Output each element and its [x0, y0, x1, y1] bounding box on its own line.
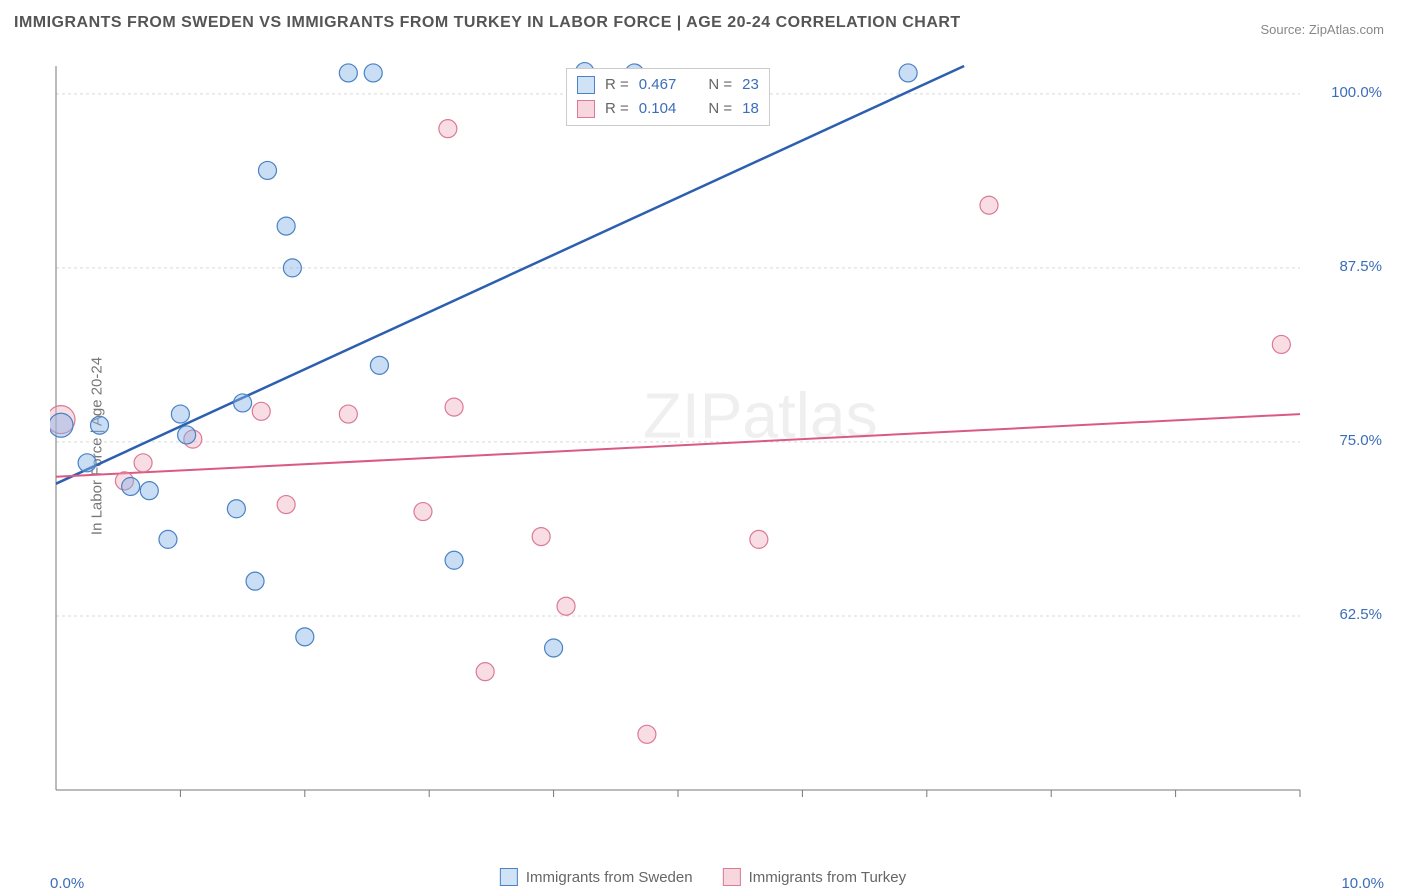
legend-label-turkey: Immigrants from Turkey	[749, 869, 907, 886]
legend-item-turkey: Immigrants from Turkey	[723, 868, 907, 886]
correlation-legend: R = 0.467 N = 23 R = 0.104 N = 18	[566, 68, 770, 126]
data-point	[50, 413, 73, 437]
data-point	[750, 530, 768, 548]
data-point	[414, 503, 432, 521]
r-label: R =	[605, 73, 629, 97]
data-point	[140, 482, 158, 500]
source-label: Source: ZipAtlas.com	[1260, 22, 1384, 37]
correlation-legend-row: R = 0.104 N = 18	[577, 97, 759, 121]
data-point	[638, 725, 656, 743]
data-point	[234, 394, 252, 412]
r-value: 0.467	[639, 73, 677, 97]
y-tick-label: 87.5%	[1339, 258, 1382, 275]
legend-swatch-turkey	[723, 868, 741, 886]
r-value: 0.104	[639, 97, 677, 121]
data-point	[296, 628, 314, 646]
data-point	[91, 416, 109, 434]
y-tick-label: 62.5%	[1339, 606, 1382, 623]
legend-label-sweden: Immigrants from Sweden	[526, 869, 693, 886]
data-point	[178, 426, 196, 444]
n-value: 18	[742, 97, 759, 121]
data-point	[134, 454, 152, 472]
y-tick-label: 100.0%	[1331, 84, 1382, 101]
data-point	[277, 496, 295, 514]
data-point	[227, 500, 245, 518]
legend-swatch-sweden	[500, 868, 518, 886]
data-point	[370, 356, 388, 374]
legend-item-sweden: Immigrants from Sweden	[500, 868, 693, 886]
data-point	[78, 454, 96, 472]
data-point	[545, 639, 563, 657]
n-value: 23	[742, 73, 759, 97]
data-point	[445, 398, 463, 416]
n-label: N =	[708, 73, 732, 97]
data-point	[122, 477, 140, 495]
data-point	[476, 663, 494, 681]
chart-title: IMMIGRANTS FROM SWEDEN VS IMMIGRANTS FRO…	[14, 14, 961, 32]
data-point	[171, 405, 189, 423]
data-point	[364, 64, 382, 82]
data-point	[258, 161, 276, 179]
data-point	[532, 528, 550, 546]
data-point	[283, 259, 301, 277]
x-max-label: 10.0%	[1341, 875, 1384, 892]
n-label: N =	[708, 97, 732, 121]
data-point	[277, 217, 295, 235]
data-point	[246, 572, 264, 590]
r-label: R =	[605, 97, 629, 121]
legend-swatch	[577, 76, 595, 94]
x-min-label: 0.0%	[50, 875, 84, 892]
data-point	[557, 597, 575, 615]
data-point	[439, 120, 457, 138]
data-point	[159, 530, 177, 548]
data-point	[980, 196, 998, 214]
scatter-plot: ZIPatlas	[50, 60, 1390, 830]
data-point	[899, 64, 917, 82]
data-point	[339, 405, 357, 423]
y-tick-label: 75.0%	[1339, 432, 1382, 449]
data-point	[339, 64, 357, 82]
bottom-legend: Immigrants from Sweden Immigrants from T…	[500, 868, 906, 886]
legend-swatch	[577, 100, 595, 118]
correlation-legend-row: R = 0.467 N = 23	[577, 73, 759, 97]
data-point	[1272, 335, 1290, 353]
data-point	[445, 551, 463, 569]
data-point	[252, 402, 270, 420]
